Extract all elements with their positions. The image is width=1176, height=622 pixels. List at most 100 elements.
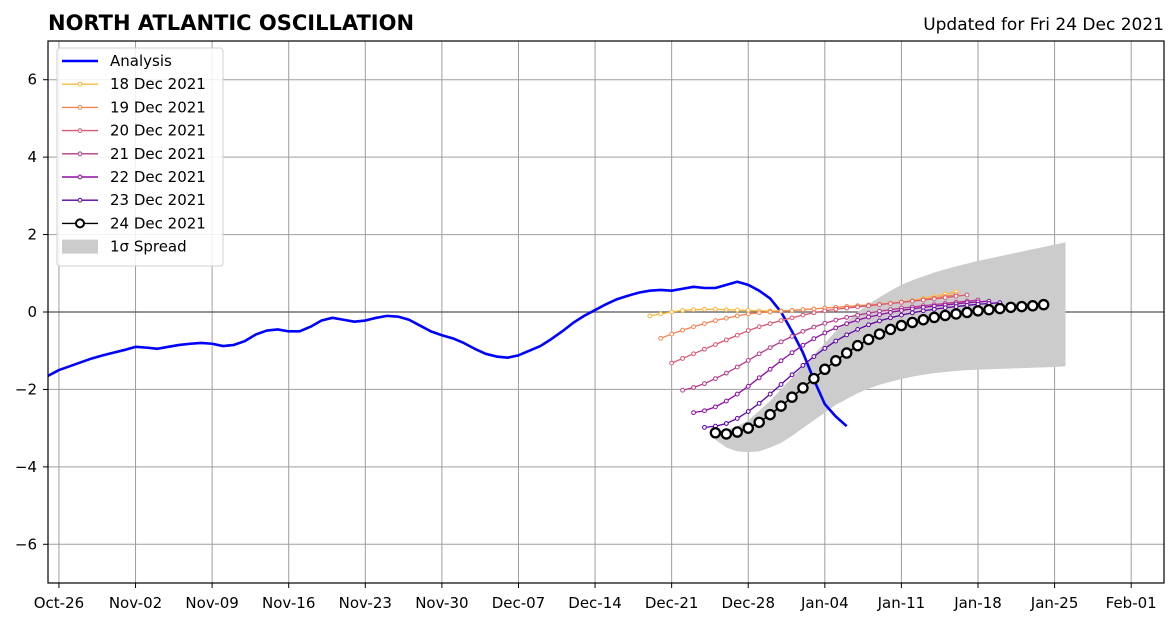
forecast-series bbox=[709, 298, 1050, 440]
forecast-point bbox=[778, 308, 784, 314]
legend-box bbox=[56, 47, 224, 267]
forecast-point bbox=[833, 338, 839, 344]
forecast-point bbox=[855, 304, 861, 310]
forecast-point bbox=[866, 314, 871, 320]
forecast-point bbox=[789, 372, 795, 378]
forecast-point bbox=[767, 391, 773, 397]
forecast-point bbox=[920, 308, 926, 314]
forecast-point bbox=[745, 383, 751, 389]
forecast-point bbox=[775, 400, 787, 412]
forecast-point bbox=[767, 309, 773, 315]
forecast-series bbox=[669, 292, 970, 366]
forecast-point bbox=[983, 303, 995, 316]
y-tick-label: 2 bbox=[27, 226, 37, 244]
forecast-line bbox=[671, 294, 968, 364]
forecast-point bbox=[789, 333, 795, 339]
forecast-point bbox=[778, 358, 784, 364]
forecast-point bbox=[778, 318, 784, 323]
forecast-point bbox=[830, 355, 842, 367]
forecast-point bbox=[884, 323, 897, 336]
forecast-point bbox=[723, 421, 729, 426]
forecast-point bbox=[691, 307, 696, 313]
forecast-point bbox=[895, 319, 908, 332]
forecast-point bbox=[844, 321, 850, 327]
legend-swatch-marker bbox=[75, 218, 85, 229]
forecast-point bbox=[691, 351, 696, 357]
forecast-point bbox=[844, 315, 850, 320]
legend-label-forecast: 18 Dec 2021 bbox=[110, 75, 206, 93]
forecast-point bbox=[669, 331, 675, 337]
y-tick-label: −2 bbox=[15, 380, 37, 398]
forecast-point bbox=[811, 354, 817, 359]
forecast-point bbox=[764, 408, 776, 421]
forecast-point bbox=[899, 299, 904, 305]
y-tick-label: 0 bbox=[27, 303, 37, 321]
forecast-point bbox=[1005, 301, 1017, 314]
forecast-point bbox=[972, 305, 984, 317]
forecast-point bbox=[840, 347, 853, 359]
forecast-point bbox=[811, 336, 817, 342]
forecast-point bbox=[734, 416, 740, 421]
forecast-point bbox=[953, 293, 959, 299]
forecast-point bbox=[917, 313, 930, 326]
forecast-point bbox=[767, 321, 773, 327]
forecast-point bbox=[833, 306, 839, 312]
forecast-point bbox=[767, 366, 773, 372]
forecast-point bbox=[899, 312, 904, 318]
forecast-point bbox=[731, 426, 744, 438]
y-tick-label: −6 bbox=[15, 535, 37, 553]
x-tick-label: Oct-26 bbox=[34, 594, 84, 612]
forecast-point bbox=[866, 310, 871, 316]
forecast-series bbox=[691, 298, 992, 416]
forecast-point bbox=[658, 335, 664, 341]
forecast-point bbox=[888, 309, 893, 315]
forecast-point bbox=[822, 330, 828, 336]
forecast-point bbox=[789, 315, 795, 321]
forecast-point bbox=[950, 308, 962, 320]
x-tick-label: Dec-21 bbox=[645, 594, 699, 612]
legend-label-forecast: 23 Dec 2021 bbox=[110, 191, 206, 209]
forecast-point bbox=[720, 428, 733, 440]
x-tick-label: Dec-28 bbox=[721, 594, 775, 612]
analysis-line bbox=[48, 280, 848, 428]
forecast-point bbox=[680, 308, 685, 313]
x-tick-label: Jan-25 bbox=[1030, 594, 1079, 612]
forecast-point bbox=[822, 320, 828, 326]
forecast-point bbox=[713, 376, 718, 381]
forecast-point bbox=[658, 311, 664, 317]
forecast-point bbox=[1016, 300, 1028, 313]
x-tick-label: Jan-18 bbox=[953, 594, 1002, 612]
x-tick-label: Nov-16 bbox=[262, 594, 315, 612]
forecast-point bbox=[745, 328, 751, 333]
forecast-point bbox=[753, 416, 765, 429]
forecast-point bbox=[734, 364, 740, 370]
chart-subtitle: Updated for Fri 24 Dec 2021 bbox=[923, 15, 1164, 35]
forecast-point bbox=[877, 318, 882, 324]
forecast-point bbox=[702, 381, 707, 387]
legend-swatch-marker bbox=[77, 174, 83, 180]
forecast-point bbox=[778, 382, 784, 387]
forecast-point bbox=[888, 301, 893, 306]
forecast-point bbox=[680, 327, 685, 333]
forecast-point bbox=[931, 296, 937, 302]
forecast-point bbox=[994, 302, 1006, 315]
forecast-point bbox=[797, 382, 809, 394]
forecast-point bbox=[811, 306, 817, 312]
forecast-point bbox=[899, 308, 904, 313]
forecast-point bbox=[920, 297, 926, 303]
legend-label-forecast: 19 Dec 2021 bbox=[110, 98, 206, 116]
forecast-point bbox=[723, 315, 729, 321]
chart-title: NORTH ATLANTIC OSCILLATION bbox=[48, 11, 414, 35]
forecast-point bbox=[811, 324, 817, 330]
forecast-point bbox=[702, 346, 707, 352]
forecast-point bbox=[734, 332, 740, 338]
forecast-point bbox=[909, 306, 915, 312]
forecast-point bbox=[800, 312, 806, 318]
forecast-point bbox=[713, 342, 718, 347]
forecast-point bbox=[800, 363, 806, 368]
x-tick-label: Nov-30 bbox=[415, 594, 468, 612]
forecast-point bbox=[723, 398, 729, 404]
forecast-point bbox=[811, 310, 817, 316]
forecast-point bbox=[851, 339, 864, 352]
